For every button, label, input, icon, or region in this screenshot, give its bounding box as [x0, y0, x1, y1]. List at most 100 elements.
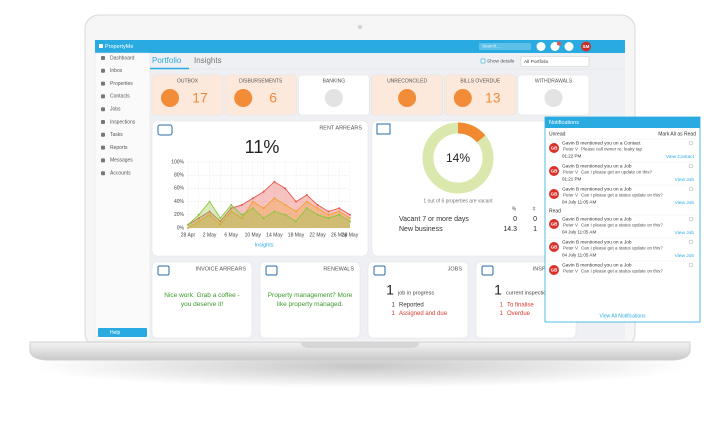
notification-title: Gavin B mentioned you on a Contact — [562, 140, 641, 146]
tile-label: BILLS OVERDUE — [460, 78, 500, 84]
notification-time: 04 July 11:05 AM — [562, 230, 596, 235]
column-header: # — [533, 206, 536, 212]
avatar — [549, 143, 559, 153]
series-point — [219, 223, 222, 226]
nav-item[interactable]: Inspections — [110, 119, 136, 125]
nav-item[interactable]: Reports — [110, 145, 128, 151]
series-point — [197, 220, 200, 223]
badge — [557, 41, 561, 46]
app-name[interactable]: PropertyMe — [105, 44, 133, 50]
notification-action[interactable]: View Job — [675, 177, 695, 183]
y-tick-label: 80% — [174, 173, 185, 179]
mark-all[interactable]: Mark All as Read — [658, 131, 696, 137]
help-label: Help — [110, 330, 121, 336]
notification-action[interactable]: View Contact — [666, 154, 695, 160]
avatar — [549, 265, 559, 275]
laptop-base — [29, 341, 691, 361]
notification-action[interactable]: View Job — [675, 200, 695, 206]
series-point — [284, 187, 287, 190]
y-tick-label: 100% — [171, 159, 184, 165]
item-label: To finalise — [507, 303, 534, 309]
series-point — [349, 213, 351, 216]
series-point — [262, 190, 265, 193]
avatar-initials: GB — [551, 244, 559, 249]
x-tick-label: 6 May — [224, 232, 238, 238]
user-initials: SM — [583, 44, 590, 49]
nav-item[interactable]: Properties — [110, 81, 133, 87]
avatar — [549, 219, 559, 229]
read-toggle[interactable] — [688, 239, 694, 245]
nav-item[interactable]: Inbox — [110, 68, 123, 74]
row-label: New business — [399, 226, 443, 233]
checkbox[interactable] — [480, 58, 486, 64]
read-toggle[interactable] — [688, 262, 694, 268]
tab-active[interactable]: Portfolio — [152, 56, 182, 65]
notification-time: 01:21 PM — [562, 177, 582, 182]
nav-icon — [101, 107, 105, 112]
tab[interactable]: Insights — [194, 56, 222, 65]
row-value: 14.3 — [503, 226, 517, 233]
series-point — [219, 217, 222, 220]
read-toggle[interactable] — [688, 163, 694, 169]
help-button[interactable] — [98, 328, 147, 337]
portfolio-select-label: All Portfolio — [524, 59, 549, 65]
chart-icon — [157, 124, 173, 136]
invoice-message: Nice work. Grab a coffee - you deserve i… — [164, 292, 240, 308]
view-all[interactable]: View All Notifications — [599, 313, 646, 319]
nav-item[interactable]: Accounts — [110, 171, 131, 177]
panel-title: RENEWALS — [323, 266, 354, 272]
insights-link[interactable]: Insights — [255, 242, 274, 248]
nav-item[interactable]: Messages — [110, 158, 133, 164]
notification-action[interactable]: View Job — [675, 253, 695, 259]
count: 1 — [494, 282, 502, 298]
series-point — [327, 213, 330, 216]
tile-icon — [161, 89, 179, 107]
series-point — [251, 207, 254, 210]
series-area — [188, 181, 350, 228]
headline: 11% — [245, 137, 280, 157]
series-point — [197, 213, 200, 216]
nav-item[interactable]: Dashboard — [110, 55, 135, 61]
tile-count: 6 — [269, 90, 277, 106]
series-point — [273, 197, 276, 200]
series-point — [295, 210, 297, 213]
item-count: 1 — [392, 311, 396, 317]
row-value: 0 — [513, 216, 517, 223]
notification-action[interactable]: View Job — [675, 230, 695, 236]
tile-label: UNRECONCILED — [387, 78, 427, 84]
nav-item[interactable]: Jobs — [110, 107, 121, 113]
x-tick-label: 2 May — [203, 232, 217, 238]
tile-icon — [234, 89, 253, 107]
read-toggle[interactable] — [688, 216, 694, 222]
notification-message: Can I please get a status update on this… — [581, 246, 663, 251]
portfolio-select[interactable] — [520, 56, 590, 67]
series-point — [349, 217, 351, 220]
avatar[interactable] — [581, 41, 591, 52]
row-value: 1 — [533, 226, 537, 233]
nav-item[interactable]: Tasks — [110, 132, 123, 138]
top-icon[interactable] — [536, 42, 546, 51]
top-icon[interactable] — [564, 42, 574, 51]
jobs-panel — [367, 261, 469, 339]
notification-author: Peter V — [563, 170, 578, 175]
series-point — [230, 210, 233, 213]
item-count: 1 — [500, 311, 504, 317]
notification-title: Gavin B mentioned you on a Job — [562, 239, 632, 245]
nav-icon — [101, 132, 105, 137]
series-point — [262, 217, 265, 220]
caption: job in progress — [397, 290, 434, 296]
for-rent-icon — [376, 123, 391, 135]
read-toggle[interactable] — [688, 140, 694, 146]
caption: current inspections — [506, 290, 552, 296]
nav-item[interactable]: Contacts — [110, 94, 130, 100]
notification-message: Can I please get an update on this? — [581, 170, 653, 175]
notification-time: 04 July 11:05 AM — [562, 253, 596, 258]
tile-count: 13 — [485, 90, 501, 106]
series-point — [241, 213, 243, 216]
read-toggle[interactable] — [688, 186, 694, 192]
search-box[interactable] — [479, 43, 531, 50]
panel-icon — [157, 265, 170, 276]
tile-icon — [453, 89, 472, 107]
